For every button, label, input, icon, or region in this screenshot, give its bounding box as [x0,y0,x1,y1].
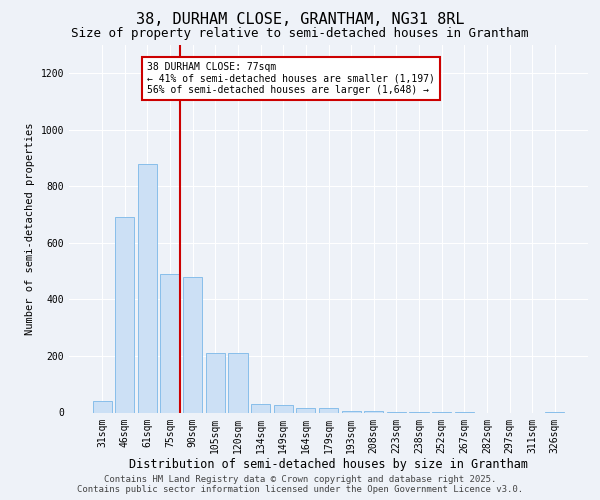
X-axis label: Distribution of semi-detached houses by size in Grantham: Distribution of semi-detached houses by … [129,458,528,471]
Bar [92,401,112,412]
Text: 38, DURHAM CLOSE, GRANTHAM, NG31 8RL: 38, DURHAM CLOSE, GRANTHAM, NG31 8RL [136,12,464,28]
Bar [183,277,202,412]
Bar [251,404,270,412]
Bar [341,411,361,412]
Bar [229,353,248,412]
Bar [319,408,338,412]
Y-axis label: Number of semi-detached properties: Number of semi-detached properties [25,122,35,335]
Text: 38 DURHAM CLOSE: 77sqm
← 41% of semi-detached houses are smaller (1,197)
56% of : 38 DURHAM CLOSE: 77sqm ← 41% of semi-det… [147,62,435,94]
Bar [296,408,316,412]
Text: Size of property relative to semi-detached houses in Grantham: Size of property relative to semi-detach… [71,28,529,40]
Bar [274,404,293,412]
Bar [160,274,180,412]
Bar [115,218,134,412]
Bar [206,353,225,412]
Bar [138,164,157,412]
Text: Contains HM Land Registry data © Crown copyright and database right 2025.
Contai: Contains HM Land Registry data © Crown c… [77,474,523,494]
Bar [364,411,383,412]
